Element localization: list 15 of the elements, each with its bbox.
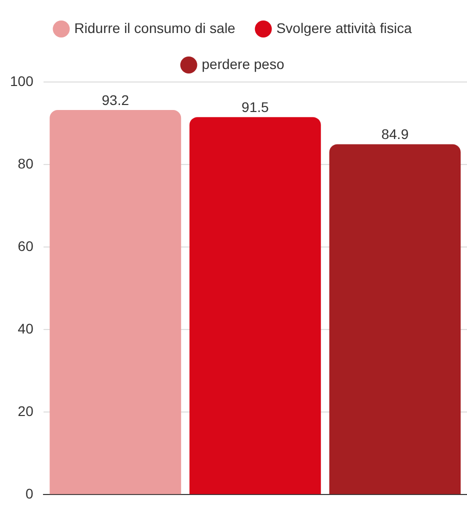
legend-label: Svolgere attività fisica <box>276 20 412 36</box>
data-label: 84.9 <box>381 126 409 142</box>
y-tick-label: 100 <box>10 72 34 89</box>
y-tick-label: 40 <box>18 320 34 336</box>
y-tick-label: 20 <box>18 402 34 419</box>
legend-label: perdere peso <box>202 56 284 72</box>
y-tick-label: 60 <box>18 238 34 254</box>
bar <box>329 144 461 494</box>
legend-label: Ridurre il consumo di sale <box>74 20 236 36</box>
bar <box>50 110 182 494</box>
data-label: 91.5 <box>242 98 270 115</box>
y-tick-label: 80 <box>18 155 34 172</box>
bar <box>189 117 321 494</box>
data-label: 93.2 <box>102 92 130 108</box>
y-tick-label: 0 <box>26 485 34 502</box>
